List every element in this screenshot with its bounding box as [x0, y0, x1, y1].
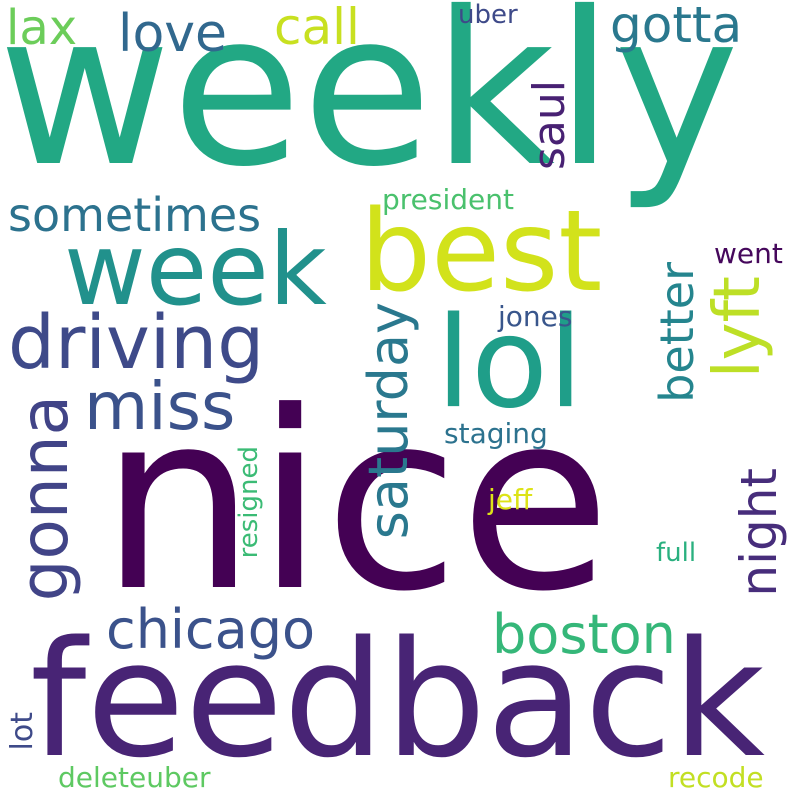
- word-week: week: [64, 211, 327, 328]
- word-feedback: feedback: [30, 606, 765, 793]
- word-gonna: gonna: [6, 395, 83, 602]
- word-deleteuber: deleteuber: [58, 761, 211, 794]
- word-call: call: [274, 0, 360, 56]
- word-gotta: gotta: [610, 0, 743, 54]
- word-miss: miss: [84, 368, 236, 445]
- word-staging: staging: [444, 417, 548, 450]
- word-lyft: lyft: [701, 276, 775, 379]
- word-sometimes: sometimes: [8, 188, 262, 242]
- word-better: better: [650, 262, 704, 403]
- word-went: went: [714, 237, 783, 270]
- word-weekly: weekly: [0, 0, 740, 213]
- word-recode: recode: [668, 761, 764, 794]
- word-driving: driving: [8, 300, 265, 386]
- word-best: best: [360, 187, 603, 317]
- word-full: full: [656, 538, 697, 568]
- word-resigned: resigned: [234, 446, 264, 559]
- word-uber: uber: [458, 0, 518, 30]
- word-lol: lol: [436, 289, 584, 436]
- word-love: love: [118, 4, 228, 64]
- word-night: night: [730, 468, 788, 597]
- word-lot: lot: [5, 712, 40, 751]
- word-saturday: saturday: [357, 302, 420, 540]
- word-jones: jones: [498, 300, 573, 333]
- word-saul: saul: [524, 80, 575, 170]
- word-lax: lax: [6, 0, 78, 56]
- word-nice: nice: [100, 360, 611, 646]
- word-chicago: chicago: [106, 598, 316, 661]
- word-president: president: [382, 183, 514, 216]
- word-jeff: jeff: [488, 483, 533, 516]
- word-boston: boston: [492, 603, 676, 666]
